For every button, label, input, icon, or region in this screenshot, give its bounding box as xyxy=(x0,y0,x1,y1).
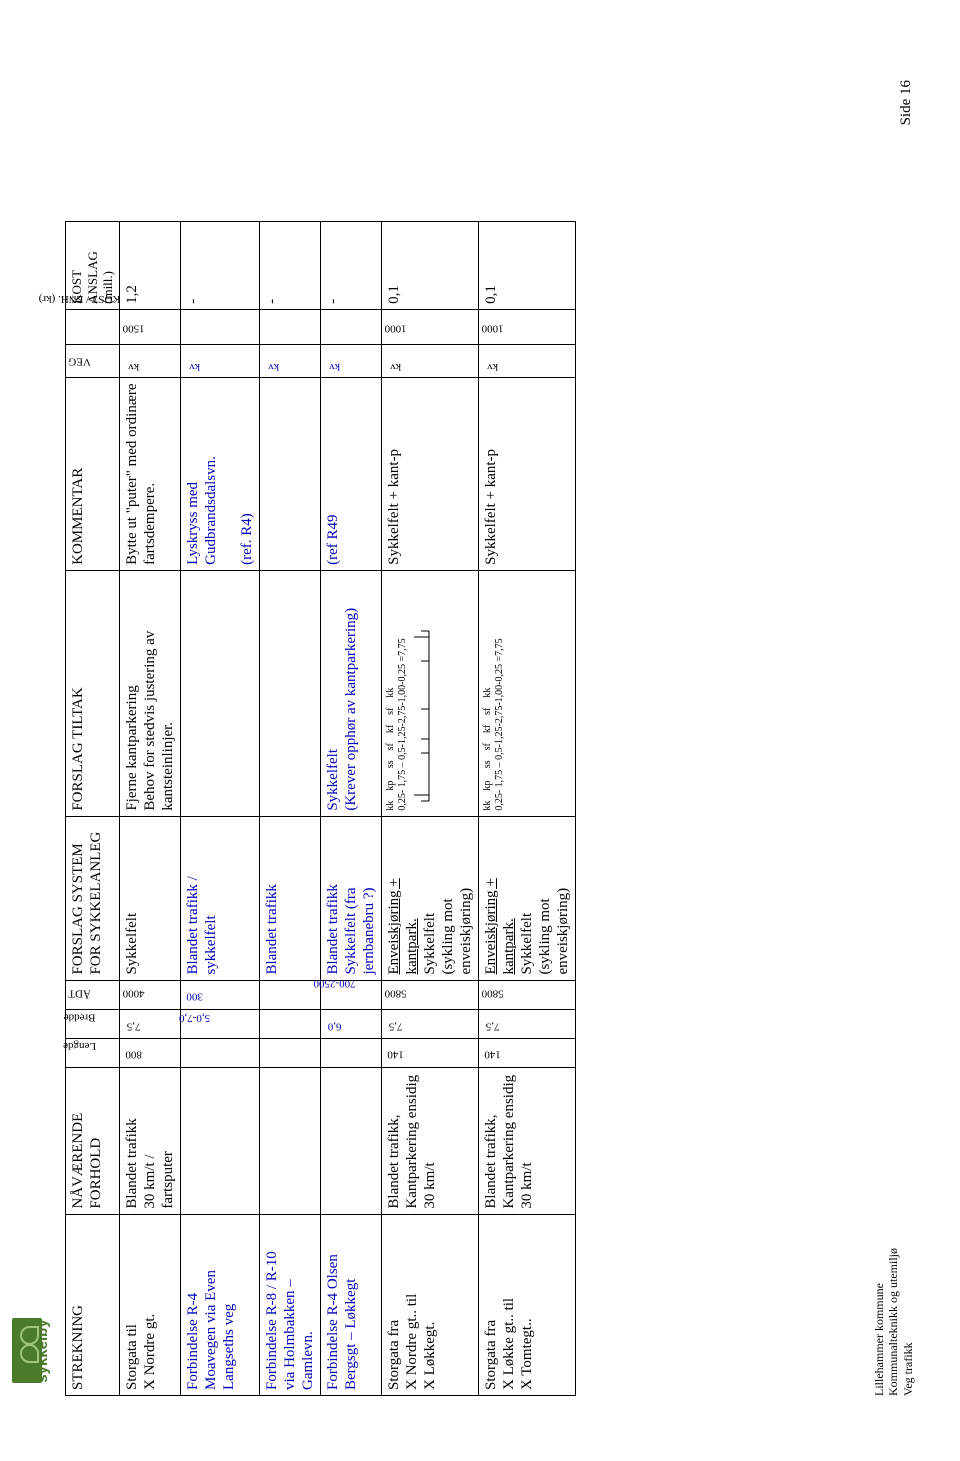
cell-strekning: Storgata fra X Løkke gt.. til X Tomtegt.… xyxy=(478,1214,575,1395)
cell-adt: 700-2500 xyxy=(320,980,381,1009)
logo: sykkelby xyxy=(12,1296,67,1406)
cell-tiltak xyxy=(259,570,320,816)
cell-strekning: Storgata fra X Nordre gt.. til X Løkkegt… xyxy=(381,1214,478,1395)
cell-system: Enveiskjøring + kantpark. Sykkelfelt (sy… xyxy=(478,816,575,980)
cell-kost-anslag: - xyxy=(320,222,381,310)
footer: Lillehammer kommune Kommunalteknikk og u… xyxy=(872,1248,915,1396)
cell-strekning: Forbindelse R-8 / R-10 via Holmbakken – … xyxy=(259,1214,320,1395)
cell-kost-enh xyxy=(259,309,320,344)
cell-kost-anslag: 0,1 xyxy=(381,222,478,310)
bicycle-icon xyxy=(12,1319,42,1384)
cell-strekning: Forbindelse R-4 Olsen Bergsgt – Løkkegt xyxy=(320,1214,381,1395)
cell-lengde xyxy=(180,1039,259,1068)
cell-kost-enh xyxy=(320,309,381,344)
main-table: STREKNING NÅVÆRENDE FORHOLD Lengde Bredd… xyxy=(65,221,576,1396)
cell-kommentar: (ref R49 xyxy=(320,377,381,570)
cell-adt: 5800 xyxy=(381,980,478,1009)
cell-navaerende xyxy=(259,1068,320,1214)
cell-bredde xyxy=(259,1009,320,1038)
cell-system: Blandet trafikk / sykkelfelt xyxy=(180,816,259,980)
logo-text: sykkelby xyxy=(34,1319,51,1382)
cell-bredde: 5,0-7,0 xyxy=(180,1009,259,1038)
th-system: FORSLAG SYSTEM FOR SYKKELANLEG xyxy=(66,816,120,980)
cell-lengde: 140 xyxy=(381,1039,478,1068)
cell-navaerende: Blandet trafikk 30 km/t / fartsputer xyxy=(119,1068,180,1214)
table-row: Storgata til X Nordre gt. Blandet trafik… xyxy=(119,222,180,1396)
cell-adt: 4000 xyxy=(119,980,180,1009)
th-kommentar: KOMMENTAR xyxy=(66,377,120,570)
th-veg: VEG xyxy=(66,344,120,377)
cell-lengde: 140 xyxy=(478,1039,575,1068)
cell-kommentar: Bytte ut "puter" med ordinære fartsdempe… xyxy=(119,377,180,570)
table-row: Forbindelse R-8 / R-10 via Holmbakken – … xyxy=(259,222,320,1396)
cell-bredde: 7,5 xyxy=(119,1009,180,1038)
cell-strekning: Storgata til X Nordre gt. xyxy=(119,1214,180,1395)
cell-navaerende xyxy=(180,1068,259,1214)
th-kost-enh: KOST / ENH. (kr) xyxy=(66,309,120,344)
cell-kost-anslag: 1,2 xyxy=(119,222,180,310)
cell-kost-enh: 1000 xyxy=(381,309,478,344)
cell-veg: kv xyxy=(320,344,381,377)
cell-kommentar: Sykkelfelt + kant-p xyxy=(478,377,575,570)
cell-bredde: 6,0 xyxy=(320,1009,381,1038)
cell-kost-enh: 1000 xyxy=(478,309,575,344)
cell-veg: kv xyxy=(119,344,180,377)
cell-veg: kv xyxy=(381,344,478,377)
cross-section-diagram xyxy=(409,621,439,811)
cell-kost-enh xyxy=(180,309,259,344)
cell-veg: kv xyxy=(180,344,259,377)
cell-kommentar: Lyskryss med Gudbrandsdalsvn. (ref. R4) xyxy=(180,377,259,570)
cell-tiltak xyxy=(180,570,259,816)
cell-adt: 5800 xyxy=(478,980,575,1009)
th-navaerende: NÅVÆRENDE FORHOLD xyxy=(66,1068,120,1214)
cell-navaerende: Blandet trafikk, Kantparkering ensidig 3… xyxy=(381,1068,478,1214)
cell-lengde xyxy=(259,1039,320,1068)
cell-lengde xyxy=(320,1039,381,1068)
cell-navaerende xyxy=(320,1068,381,1214)
table-row: Storgata fra X Løkke gt.. til X Tomtegt.… xyxy=(478,222,575,1396)
cell-kommentar: Sykkelfelt + kant-p xyxy=(381,377,478,570)
cell-tiltak: Fjerne kantparkering Behov for stedvis j… xyxy=(119,570,180,816)
table-row: Forbindelse R-4 Moavegen via Even Langse… xyxy=(180,222,259,1396)
th-lengde: Lengde xyxy=(66,1039,120,1068)
th-strekning: STREKNING xyxy=(66,1214,120,1395)
cell-tiltak: kk kp ss sf kf sf kk 0,25- 1,75 – 0,5-1,… xyxy=(478,570,575,816)
table-row: Forbindelse R-4 Olsen Bergsgt – Løkkegt … xyxy=(320,222,381,1396)
xsection-labels: kk kp ss sf kf sf kk xyxy=(385,576,397,811)
cell-system: Blandet trafikk Sykkelfelt (fra jernbane… xyxy=(320,816,381,980)
xsection-dims: 0,25- 1,75 – 0,5-1,25-2,75-1,00-0,25 =7,… xyxy=(397,576,409,811)
cell-adt xyxy=(259,980,320,1009)
cell-kost-anslag: - xyxy=(180,222,259,310)
cell-strekning: Forbindelse R-4 Moavegen via Even Langse… xyxy=(180,1214,259,1395)
cell-tiltak: Sykkelfelt (Krever opphør av kantparkeri… xyxy=(320,570,381,816)
cell-system: Blandet trafikk xyxy=(259,816,320,980)
page-number: Side 16 xyxy=(898,80,915,125)
xsection-dims: 0,25- 1,75 – 0,5-1,25-2,75-1,00-0,25 =7,… xyxy=(494,576,506,811)
cell-tiltak: kk kp ss sf kf sf kk 0,25- 1,75 – 0,5-1,… xyxy=(381,570,478,816)
cell-kommentar xyxy=(259,377,320,570)
footer-line-2: Kommunalteknikk og utemiljø xyxy=(886,1248,900,1396)
cell-veg: kv xyxy=(478,344,575,377)
xsection-labels: kk kp ss sf kf sf kk xyxy=(482,576,494,811)
cell-kost-enh: 1500 xyxy=(119,309,180,344)
footer-line-3: Veg trafikk xyxy=(901,1342,915,1396)
cell-bredde: 7,5 xyxy=(478,1009,575,1038)
cell-system: Enveiskjøring + kantpark. Sykkelfelt (sy… xyxy=(381,816,478,980)
th-tiltak: FORSLAG TILTAK xyxy=(66,570,120,816)
cell-bredde: 7,5 xyxy=(381,1009,478,1038)
footer-line-1: Lillehammer kommune xyxy=(872,1283,886,1396)
table-header-row: STREKNING NÅVÆRENDE FORHOLD Lengde Bredd… xyxy=(66,222,120,1396)
cell-kost-anslag: 0,1 xyxy=(478,222,575,310)
cell-system: Sykkelfelt xyxy=(119,816,180,980)
cell-veg: kv xyxy=(259,344,320,377)
cell-navaerende: Blandet trafikk, Kantparkering ensidig 3… xyxy=(478,1068,575,1214)
cell-kost-anslag: - xyxy=(259,222,320,310)
table-row: Storgata fra X Nordre gt.. til X Løkkegt… xyxy=(381,222,478,1396)
cell-lengde: 800 xyxy=(119,1039,180,1068)
